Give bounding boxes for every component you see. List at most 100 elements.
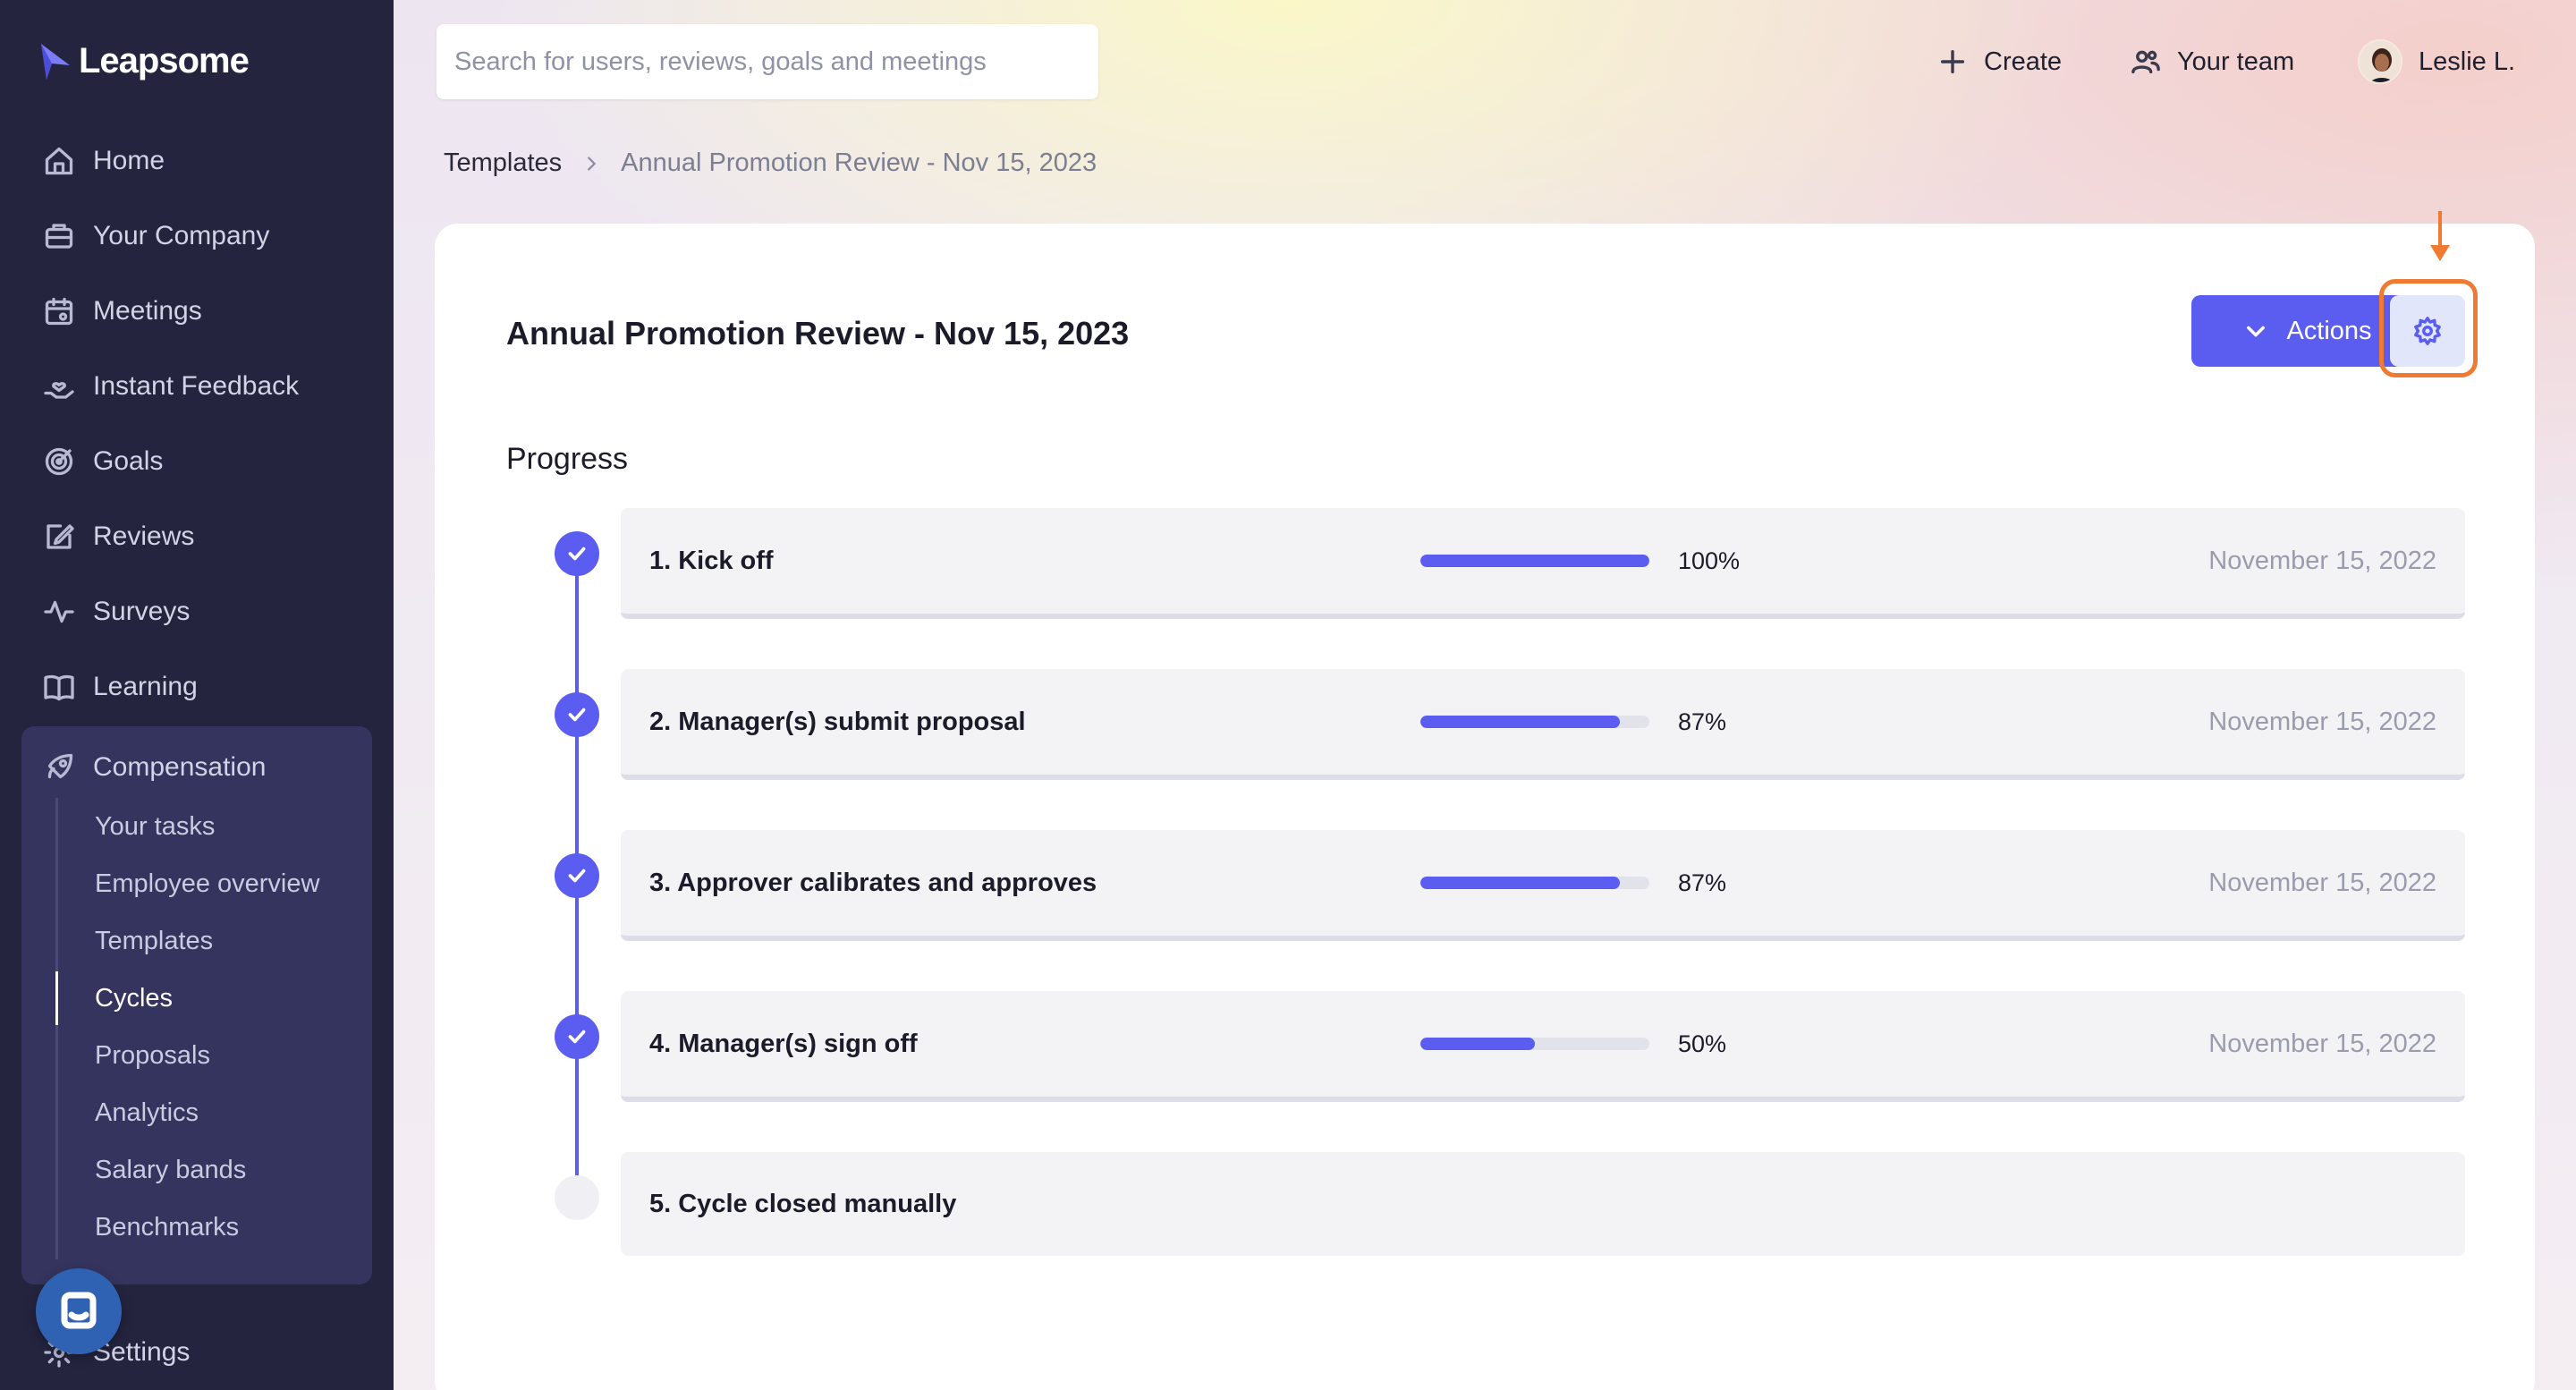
rocket-icon <box>47 753 73 779</box>
step-name: 1. Kick off <box>649 546 774 575</box>
team-label: Your team <box>2177 47 2295 76</box>
step-row-manager-sign-off[interactable]: 4. Manager(s) sign off 50% November 15, … <box>621 991 2465 1102</box>
settings-highlight-outline <box>2379 279 2478 377</box>
sidebar-item-surveys[interactable]: Surveys <box>43 587 190 637</box>
step-progress-bar <box>1420 1038 1649 1050</box>
sidebar-subitem-cycles[interactable]: Cycles <box>95 983 174 1013</box>
step-progress-bar <box>1420 555 1649 567</box>
page-title: Annual Promotion Review - Nov 15, 2023 <box>506 315 1130 352</box>
support-chat-button[interactable] <box>36 1268 122 1354</box>
actions-dropdown-button[interactable]: Actions <box>2191 295 2424 367</box>
sidebar-item-label: Settings <box>93 1337 191 1367</box>
user-avatar-icon <box>2360 41 2401 82</box>
step-progress-percent: 87% <box>1678 869 1727 896</box>
avatar <box>2358 39 2402 84</box>
book-icon <box>44 674 74 701</box>
your-team-button[interactable]: Your team <box>2131 39 2294 84</box>
sidebar-item-compensation[interactable]: Compensation <box>43 742 266 792</box>
sidebar-item-meetings[interactable]: Meetings <box>43 286 202 336</box>
step-complete-check-icon <box>555 692 599 737</box>
sidebar-item-label: Instant Feedback <box>93 371 300 401</box>
sidebar-subitem-analytics[interactable]: Analytics <box>95 1098 199 1127</box>
sidebar-item-label: Surveys <box>93 597 191 626</box>
sidebar-item-goals[interactable]: Goals <box>43 436 163 487</box>
breadcrumb-current: Annual Promotion Review - Nov 15, 2023 <box>621 148 1097 177</box>
sidebar-subitem-benchmarks[interactable]: Benchmarks <box>95 1212 240 1242</box>
step-complete-check-icon <box>555 1014 599 1059</box>
sidebar-item-learning[interactable]: Learning <box>43 662 198 712</box>
submenu-guide-line <box>55 798 58 1259</box>
step-row-manager-submit-proposal[interactable]: 2. Manager(s) submit proposal 87% Novemb… <box>621 669 2465 780</box>
sidebar: Leapsome Home Your Company Meetings Inst… <box>0 0 394 1390</box>
hand-heart-icon <box>44 382 74 399</box>
step-progress-percent: 50% <box>1678 1030 1727 1057</box>
step-row-approver-calibrates[interactable]: 3. Approver calibrates and approves 87% … <box>621 830 2465 941</box>
sidebar-subitem-employee-overview[interactable]: Employee overview <box>95 869 320 898</box>
sidebar-item-your-company[interactable]: Your Company <box>43 211 269 261</box>
sidebar-item-label: Your Company <box>93 221 270 250</box>
step-progress-fill <box>1420 555 1649 567</box>
user-name: Leslie L. <box>2419 47 2516 76</box>
search-placeholder: Search for users, reviews, goals and mee… <box>454 47 987 76</box>
sidebar-item-instant-feedback[interactable]: Instant Feedback <box>43 361 299 411</box>
breadcrumb-templates-link[interactable]: Templates <box>444 148 563 177</box>
leapsome-logo-icon <box>41 43 70 80</box>
sidebar-item-label: Meetings <box>93 296 202 326</box>
sidebar-subitem-templates[interactable]: Templates <box>95 926 214 955</box>
step-pending-icon <box>555 1175 599 1220</box>
step-progress-bar <box>1420 716 1649 728</box>
chevron-down-icon <box>2247 326 2266 337</box>
app-name: Leapsome <box>79 41 250 81</box>
sidebar-subitem-salary-bands[interactable]: Salary bands <box>95 1155 247 1184</box>
submenu-active-indicator <box>55 971 58 1025</box>
sidebar-item-label: Compensation <box>93 752 267 782</box>
step-complete-check-icon <box>555 531 599 576</box>
user-menu[interactable]: Leslie L. <box>2358 39 2515 84</box>
main-area: Search for users, reviews, goals and mee… <box>394 0 2576 1390</box>
create-button[interactable]: Create <box>1937 39 2062 84</box>
compensation-section: Compensation <box>21 726 372 1284</box>
search-input[interactable]: Search for users, reviews, goals and mee… <box>436 24 1098 99</box>
cycle-card: Annual Promotion Review - Nov 15, 2023 A… <box>435 211 2535 1390</box>
calendar-icon <box>45 297 73 326</box>
step-progress-fill <box>1420 1038 1535 1050</box>
cycle-settings-button[interactable] <box>2390 295 2465 367</box>
annotation-arrow-icon <box>2430 211 2450 261</box>
step-date: November 15, 2022 <box>2208 868 2436 897</box>
sidebar-item-label: Learning <box>93 672 198 701</box>
gear-icon <box>2414 317 2441 345</box>
briefcase-icon <box>45 224 73 249</box>
edit-icon <box>47 524 74 549</box>
step-progress-percent: 87% <box>1678 708 1727 735</box>
target-icon <box>45 447 73 476</box>
step-date: November 15, 2022 <box>2208 546 2436 575</box>
chat-icon <box>61 1292 97 1329</box>
step-name: 3. Approver calibrates and approves <box>649 868 1097 897</box>
sidebar-item-reviews[interactable]: Reviews <box>43 512 194 562</box>
step-date: November 15, 2022 <box>2208 707 2436 736</box>
step-row-cycle-closed[interactable]: 5. Cycle closed manually <box>621 1152 2465 1256</box>
create-label: Create <box>1984 47 2063 76</box>
actions-label: Actions <box>2286 316 2372 345</box>
sidebar-item-label: Home <box>93 146 165 175</box>
step-progress-fill <box>1420 877 1620 889</box>
breadcrumb: Templates Annual Promotion Review - Nov … <box>444 148 1097 178</box>
step-progress-fill <box>1420 716 1620 728</box>
step-name: 4. Manager(s) sign off <box>649 1029 918 1058</box>
team-icon <box>2131 50 2160 74</box>
step-name: 2. Manager(s) submit proposal <box>649 707 1026 736</box>
sidebar-item-label: Reviews <box>93 521 195 551</box>
app-logo[interactable]: Leapsome <box>39 41 250 81</box>
progress-section-title: Progress <box>506 442 629 476</box>
step-name: 5. Cycle closed manually <box>649 1189 957 1218</box>
chevron-right-icon <box>588 156 596 171</box>
sidebar-subitem-proposals[interactable]: Proposals <box>95 1040 210 1070</box>
pulse-icon <box>44 600 74 623</box>
sidebar-subitem-your-tasks[interactable]: Your tasks <box>95 811 216 841</box>
plus-icon <box>1940 49 1965 74</box>
step-progress-bar <box>1420 877 1649 889</box>
step-date: November 15, 2022 <box>2208 1029 2436 1058</box>
sidebar-item-home[interactable]: Home <box>43 136 165 186</box>
sidebar-item-label: Goals <box>93 446 164 476</box>
step-row-kick-off[interactable]: 1. Kick off 100% November 15, 2022 <box>621 508 2465 619</box>
